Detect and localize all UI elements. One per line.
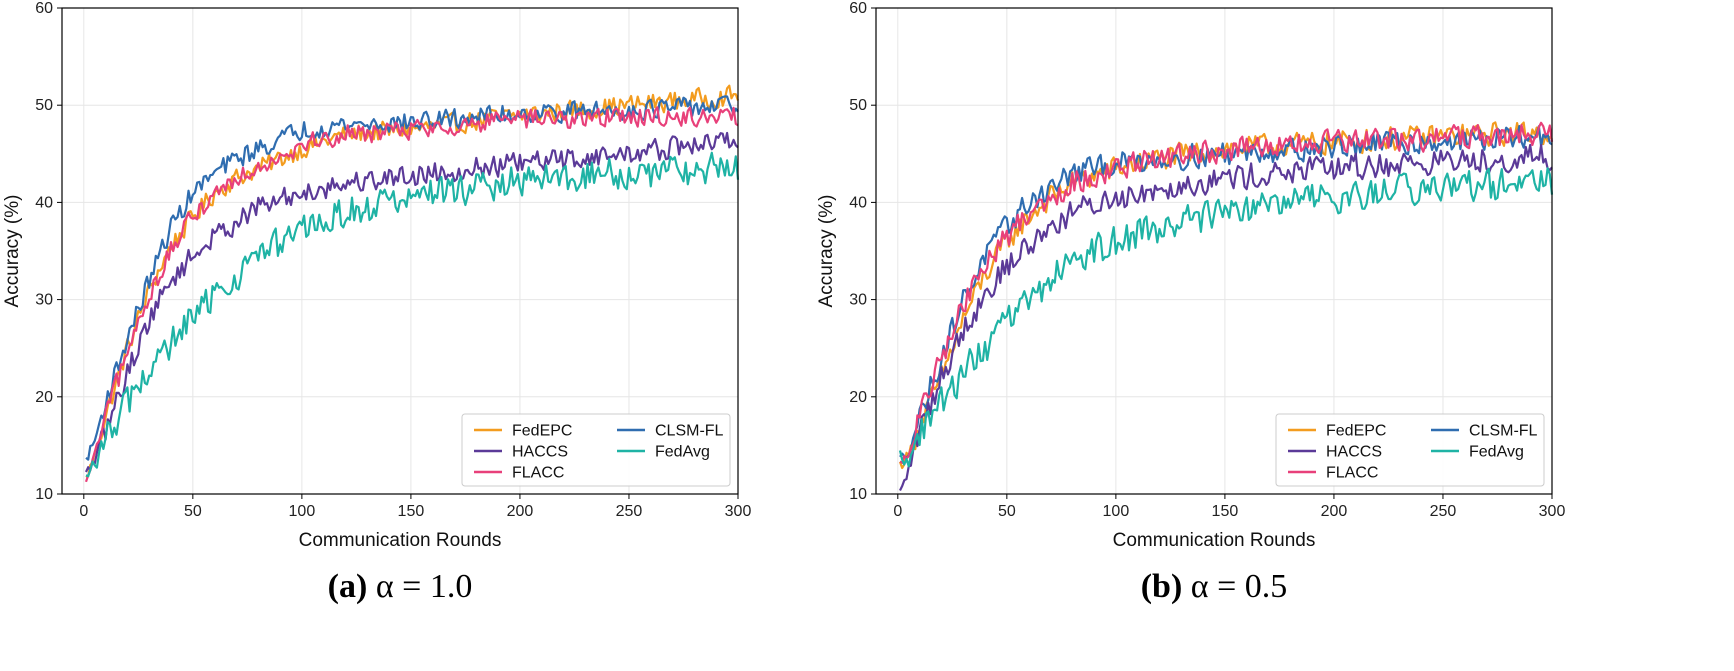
series-line-flacc (84, 106, 739, 483)
y-tick-label: 20 (35, 389, 53, 406)
series-lines (84, 84, 740, 483)
x-tick-label: 200 (507, 503, 534, 520)
x-tick-label: 100 (289, 503, 316, 520)
legend-label: HACCS (1326, 444, 1382, 461)
x-tick-label: 0 (79, 503, 88, 520)
legend-label: FLACC (512, 465, 564, 482)
x-tick-label: 0 (893, 503, 902, 520)
chart-panel-b: 0 50 100 150 200 250 300 10 20 30 40 50 60 Communica… (816, 0, 1565, 605)
y-tick-label: 10 (849, 486, 867, 503)
legend: FedEPC CLSM-FL HACCS FedAvg FLACC (461, 413, 731, 487)
series-line-clsm-fl (899, 124, 1553, 459)
y-tick-label: 50 (849, 97, 867, 114)
plot-frame (61, 7, 739, 495)
caption-letter: (a) (328, 568, 368, 605)
legend-label: HACCS (512, 444, 568, 461)
x-tick-label: 150 (398, 503, 425, 520)
y-tick-label: 40 (849, 194, 867, 211)
x-tick-label: 50 (998, 503, 1016, 520)
legend-label: FLACC (1326, 465, 1378, 482)
legend-box (461, 413, 731, 487)
caption-text: α = 0.5 (1182, 568, 1287, 605)
y-tick-label: 50 (35, 97, 53, 114)
caption-text: α = 1.0 (367, 568, 472, 605)
panel-caption: (a) α = 1.0 (328, 568, 473, 605)
chart-panel-a: 0 50 100 150 200 250 300 10 20 30 40 50 60 Communica… (2, 0, 751, 605)
series-line-fedepc (85, 84, 740, 479)
axis-ticks: 0 50 100 150 200 250 300 10 20 30 40 50 60 (849, 0, 1565, 520)
x-tick-label: 250 (1430, 503, 1457, 520)
series-line-flacc (899, 121, 1554, 464)
y-tick-label: 40 (35, 194, 53, 211)
x-axis-label: Communication Rounds (299, 530, 502, 551)
series-line-clsm-fl (85, 95, 739, 461)
series-lines (898, 121, 1554, 491)
legend-label: FedAvg (655, 444, 710, 461)
legend: FedEPC CLSM-FL HACCS FedAvg FLACC (1275, 413, 1545, 487)
legend-label: CLSM-FL (655, 423, 724, 440)
y-tick-label: 30 (849, 292, 867, 309)
legend-label: FedEPC (512, 423, 572, 440)
series-line-fedavg (898, 167, 1554, 468)
x-axis-label: Communication Rounds (1113, 530, 1316, 551)
panel-caption: (b) α = 0.5 (1141, 568, 1288, 605)
caption-letter: (b) (1141, 568, 1183, 605)
y-tick-label: 20 (849, 389, 867, 406)
y-tick-label: 60 (35, 0, 53, 17)
x-tick-label: 200 (1321, 503, 1348, 520)
legend-label: CLSM-FL (1469, 423, 1538, 440)
series-line-haccs (85, 131, 739, 473)
x-tick-label: 300 (725, 503, 752, 520)
legend-box (1275, 413, 1545, 487)
x-tick-label: 100 (1103, 503, 1130, 520)
x-tick-label: 300 (1539, 503, 1566, 520)
series-line-fedavg (85, 151, 740, 478)
y-tick-label: 10 (35, 486, 53, 503)
axis-ticks: 0 50 100 150 200 250 300 10 20 30 40 50 60 (35, 0, 751, 520)
legend-label: FedAvg (1469, 444, 1524, 461)
x-tick-label: 150 (1212, 503, 1239, 520)
x-tick-label: 250 (616, 503, 643, 520)
y-axis-label: Accuracy (%) (2, 195, 23, 308)
legend-label: FedEPC (1326, 423, 1386, 440)
y-tick-label: 30 (35, 292, 53, 309)
plot-frame (875, 7, 1553, 495)
series-line-haccs (899, 143, 1553, 491)
y-axis-label: Accuracy (%) (816, 195, 837, 308)
x-tick-label: 50 (184, 503, 202, 520)
y-tick-label: 60 (849, 0, 867, 17)
